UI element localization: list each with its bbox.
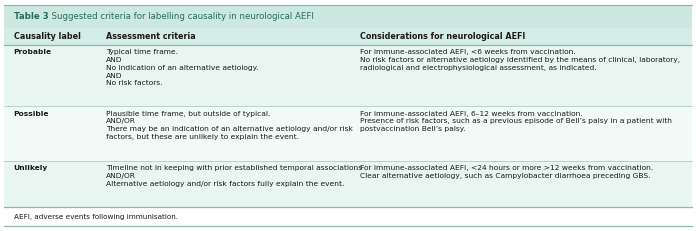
Text: Suggested criteria for labelling causality in neurological AEFI: Suggested criteria for labelling causali…	[46, 12, 313, 21]
Text: Typical time frame.
AND
No indication of an alternative aetiology.
AND
No risk f: Typical time frame. AND No indication of…	[106, 49, 258, 86]
Text: Possible: Possible	[14, 110, 49, 116]
Bar	[4, 207, 692, 226]
Bar	[4, 45, 692, 106]
Bar	[4, 161, 692, 207]
Text: Probable: Probable	[14, 49, 52, 55]
Text: Plausible time frame, but outside of typical.
AND/OR
There may be an indication : Plausible time frame, but outside of typ…	[106, 110, 353, 140]
Text: Timeline not in keeping with prior established temporal associations
AND/OR
Alte: Timeline not in keeping with prior estab…	[106, 165, 362, 187]
Text: For immune-associated AEFI, <6 weeks from vaccination.
No risk factors or altern: For immune-associated AEFI, <6 weeks fro…	[361, 49, 681, 71]
Text: For immune-associated AEFI, 6–12 weeks from vaccination.
Presence of risk factor: For immune-associated AEFI, 6–12 weeks f…	[361, 110, 672, 132]
Text: Unlikely: Unlikely	[14, 165, 48, 171]
Text: AEFI, adverse events following immunisation.: AEFI, adverse events following immunisat…	[14, 213, 177, 219]
Bar	[4, 28, 692, 45]
Text: Table 3: Table 3	[14, 12, 49, 21]
Text: Considerations for neurological AEFI: Considerations for neurological AEFI	[361, 32, 525, 41]
Text: Assessment criteria: Assessment criteria	[106, 32, 196, 41]
Text: Causality label: Causality label	[14, 32, 81, 41]
Bar	[4, 106, 692, 161]
Text: For immune-associated AEFI, <24 hours or more >12 weeks from vaccination.
Clear : For immune-associated AEFI, <24 hours or…	[361, 165, 654, 179]
Bar	[4, 5, 692, 28]
